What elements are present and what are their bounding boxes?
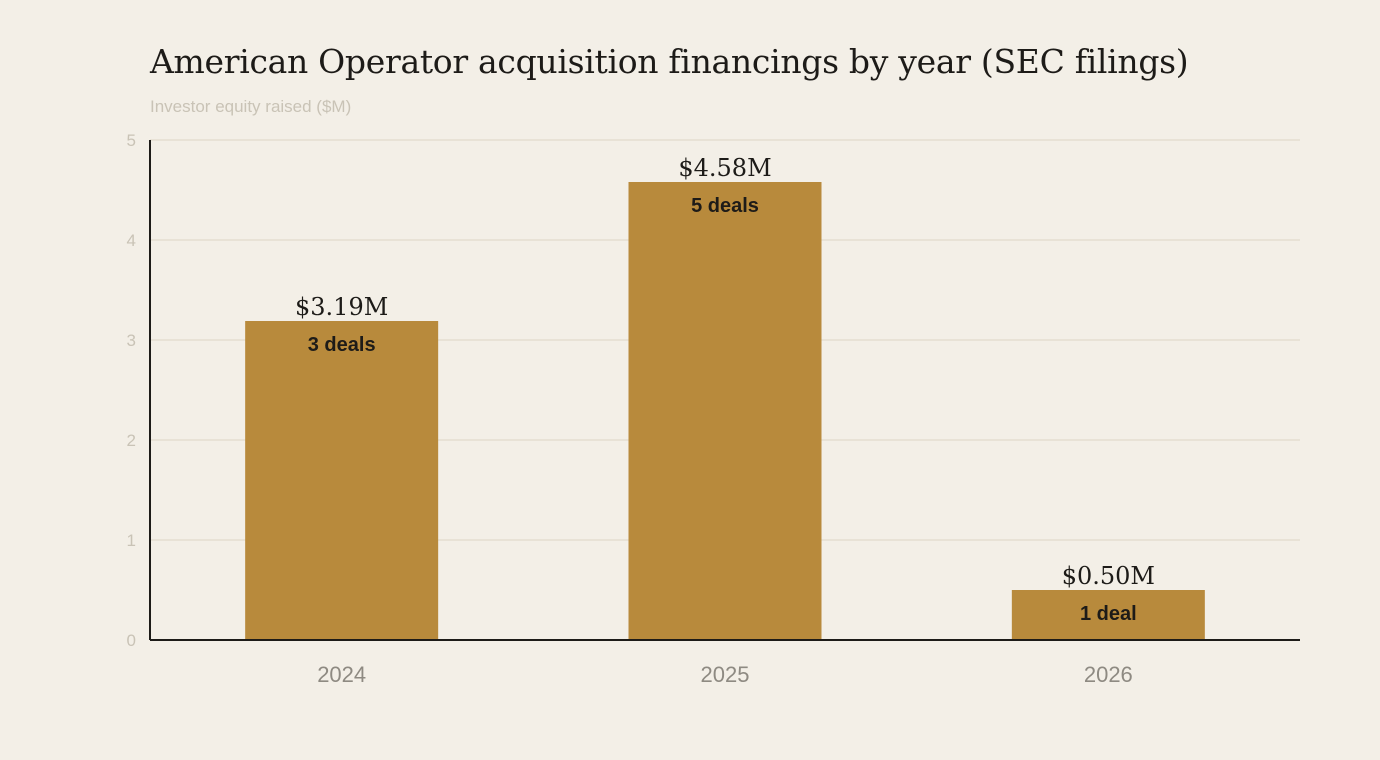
y-tick-label: 3 bbox=[127, 331, 136, 350]
x-tick-label: 2024 bbox=[317, 662, 366, 687]
bar bbox=[245, 321, 439, 640]
y-tick-label: 1 bbox=[127, 531, 136, 550]
bar bbox=[1011, 590, 1205, 640]
bar-value-label: $4.58M bbox=[678, 154, 771, 182]
chart-subtitle: Investor equity raised ($M) bbox=[150, 97, 352, 116]
chart-title: American Operator acquisition financings… bbox=[150, 42, 1189, 81]
bar bbox=[628, 182, 822, 640]
bar-deal-count-label: 5 deals bbox=[691, 195, 759, 217]
bar-deal-count-label: 1 deal bbox=[1080, 603, 1137, 625]
y-tick-label: 2 bbox=[127, 431, 136, 450]
bar-deal-count-label: 3 deals bbox=[308, 334, 376, 356]
bar-value-label: $3.19M bbox=[295, 293, 388, 321]
y-tick-label: 5 bbox=[127, 131, 136, 150]
y-tick-label: 0 bbox=[127, 631, 136, 650]
bar-value-label: $0.50M bbox=[1062, 562, 1155, 590]
y-tick-label: 4 bbox=[127, 231, 136, 250]
x-tick-label: 2025 bbox=[701, 662, 750, 687]
x-tick-label: 2026 bbox=[1084, 662, 1133, 687]
